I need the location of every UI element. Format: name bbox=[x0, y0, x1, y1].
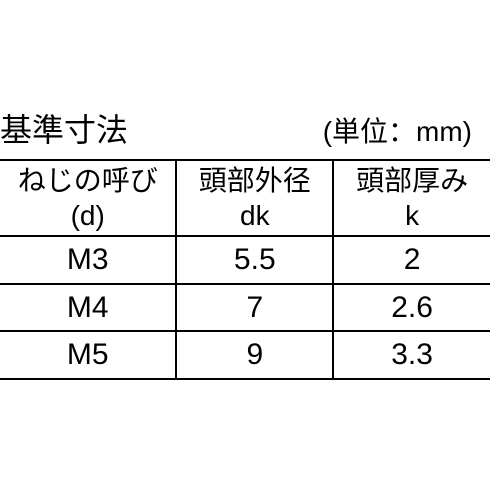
dimensions-table: ねじの呼び (d) 頭部外径 dk 頭部厚み k M3 5.5 2 M bbox=[0, 159, 490, 380]
cell-thickness: 2.6 bbox=[333, 284, 490, 332]
table-title: 基準寸法 bbox=[0, 105, 128, 151]
spec-container: 基準寸法 (単位：mm) ねじの呼び (d) 頭部外径 dk 頭部厚み k bbox=[0, 105, 490, 380]
cell-diameter: 9 bbox=[176, 331, 333, 379]
cell-thread: M5 bbox=[0, 331, 176, 379]
cell-thickness: 2 bbox=[333, 236, 490, 284]
col-header-thread: ねじの呼び (d) bbox=[0, 160, 176, 236]
header-row: 基準寸法 (単位：mm) bbox=[0, 105, 490, 159]
col-header-line2: (d) bbox=[71, 200, 105, 231]
col-header-line1: ねじの呼び bbox=[18, 165, 158, 196]
cell-thread: M4 bbox=[0, 284, 176, 332]
cell-thread: M3 bbox=[0, 236, 176, 284]
unit-label: (単位：mm) bbox=[323, 110, 472, 150]
col-header-diameter: 頭部外径 dk bbox=[176, 160, 333, 236]
cell-thickness: 3.3 bbox=[333, 331, 490, 379]
table-row: M3 5.5 2 bbox=[0, 236, 490, 284]
cell-diameter: 7 bbox=[176, 284, 333, 332]
col-header-line1: 頭部厚み bbox=[356, 165, 468, 196]
col-header-line2: k bbox=[405, 200, 419, 231]
cell-diameter: 5.5 bbox=[176, 236, 333, 284]
table-header-row: ねじの呼び (d) 頭部外径 dk 頭部厚み k bbox=[0, 160, 490, 236]
col-header-line2: dk bbox=[240, 200, 270, 231]
col-header-line1: 頭部外径 bbox=[199, 165, 311, 196]
table-row: M5 9 3.3 bbox=[0, 331, 490, 379]
col-header-thickness: 頭部厚み k bbox=[333, 160, 490, 236]
table-row: M4 7 2.6 bbox=[0, 284, 490, 332]
